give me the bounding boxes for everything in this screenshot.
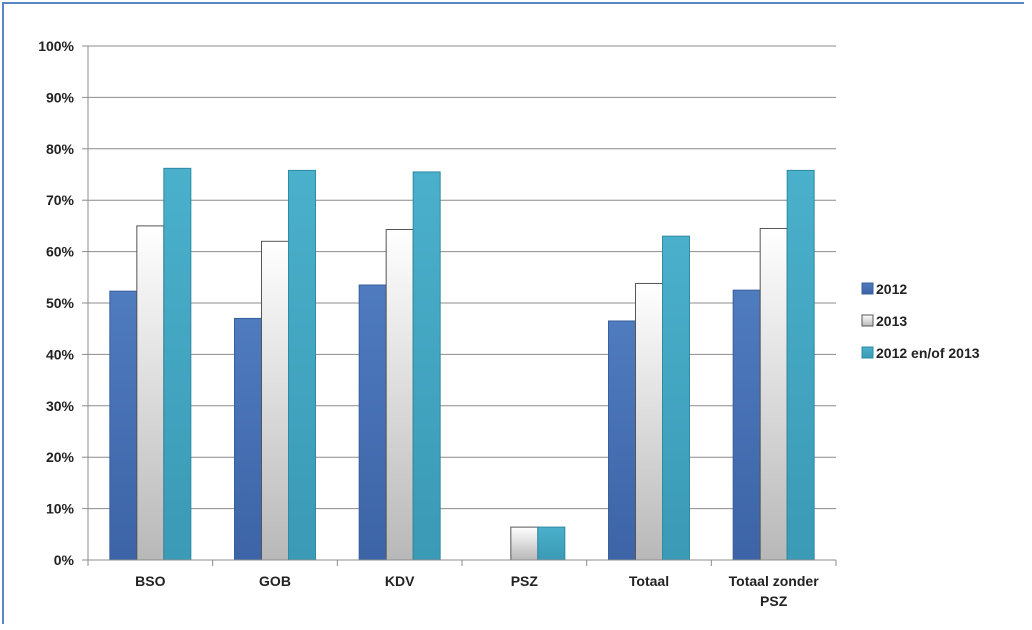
legend-swatch: [861, 346, 874, 359]
bars: [109, 167, 815, 561]
legend-swatch: [861, 314, 874, 327]
y-tick-label: 100%: [38, 38, 74, 54]
y-tick-label: 0%: [54, 552, 75, 568]
y-tick-label: 40%: [46, 346, 75, 362]
x-category-label: PSZ: [511, 573, 539, 589]
axes: [87, 46, 837, 566]
bar-2013-psz: [510, 526, 539, 561]
x-category-label: Totaal zonder PSZ: [729, 573, 820, 609]
y-tick-label: 30%: [46, 398, 75, 414]
bar-2012-en-of-2013-totaal: [662, 235, 690, 561]
bar-2012-en-of-2013-psz: [537, 526, 566, 561]
bar-2012-totaal: [608, 320, 636, 561]
legend-label: 2013: [876, 313, 907, 329]
legend-label: 2012 en/of 2013: [876, 345, 980, 361]
y-tick-label: 70%: [46, 192, 75, 208]
gridlines: [88, 45, 836, 510]
x-axis-category-labels: BSO GOB KDV PSZ Totaal Totaal zonder PSZ: [135, 573, 819, 609]
y-tick-label: 80%: [46, 141, 75, 157]
legend: 2012 2013 2012 en/of 2013: [861, 281, 980, 361]
y-tick-label: 20%: [46, 449, 75, 465]
x-category-label: BSO: [135, 573, 165, 589]
y-axis-tick-labels: 0% 10% 20% 30% 40% 50% 60% 70% 80% 90% 100%: [38, 38, 88, 568]
bar-2012-en-of-2013-gob: [288, 169, 316, 561]
bar-2012-en-of-2013-bso: [163, 167, 192, 561]
bar-2012-bso: [109, 290, 138, 561]
bar-2013-bso: [136, 225, 165, 561]
x-category-label: KDV: [385, 573, 415, 589]
bar-2013-totaal: [635, 282, 663, 561]
bar-2013-kdv: [385, 228, 414, 561]
bar-2013-gob: [261, 240, 289, 561]
y-tick-label: 60%: [46, 244, 75, 260]
bar-2013-totaal-zonder-psz: [759, 227, 788, 561]
legend-label: 2012: [876, 281, 907, 297]
chart-frame: [2, 2, 1024, 624]
y-tick-label: 90%: [46, 89, 75, 105]
bar-2012-totaal-zonder-psz: [732, 289, 761, 561]
bar-2012-kdv: [358, 284, 387, 561]
x-category-label: GOB: [259, 573, 291, 589]
x-category-label: Totaal: [629, 573, 669, 589]
legend-swatch: [861, 282, 874, 295]
bar-2012-en-of-2013-kdv: [412, 171, 441, 561]
y-tick-label: 50%: [46, 295, 75, 311]
bar-2012-gob: [234, 317, 262, 561]
bar-2012-en-of-2013-totaal-zonder-psz: [786, 169, 815, 561]
y-tick-label: 10%: [46, 501, 75, 517]
